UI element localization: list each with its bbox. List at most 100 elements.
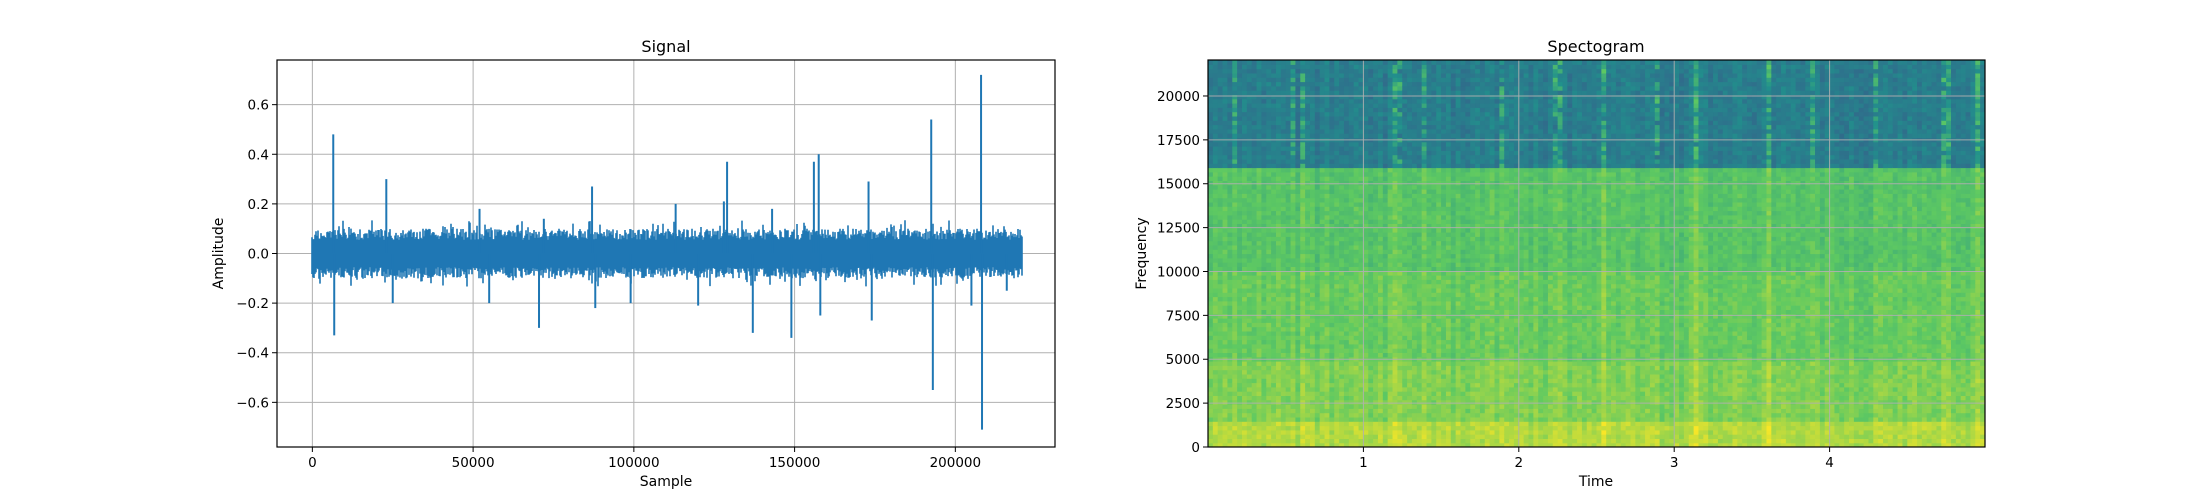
spectrogram-cell bbox=[1252, 374, 1257, 379]
spectrogram-cell bbox=[1339, 142, 1344, 147]
spectrogram-cell bbox=[1242, 241, 1247, 246]
spectrogram-cell bbox=[1344, 172, 1349, 177]
spectrogram-cell bbox=[1266, 90, 1271, 95]
spectrogram-cell bbox=[1388, 176, 1393, 181]
spectrogram-cell bbox=[1436, 288, 1441, 293]
spectrogram-cell bbox=[1431, 404, 1436, 409]
spectrogram-cell bbox=[1281, 90, 1286, 95]
spectrogram-cell bbox=[1320, 185, 1325, 190]
spectrogram-cell bbox=[1344, 189, 1349, 194]
spectrogram-cell bbox=[1344, 292, 1349, 297]
spectrogram-cell bbox=[1451, 365, 1456, 370]
spectrogram-cell bbox=[1218, 305, 1223, 310]
spectrogram-cell bbox=[1266, 103, 1271, 108]
spectrogram-cell bbox=[1266, 129, 1271, 134]
spectrogram-cell bbox=[1305, 103, 1310, 108]
spectrogram-cell bbox=[1383, 305, 1388, 310]
signal-title: Signal bbox=[641, 37, 690, 56]
spectrogram-cell bbox=[1470, 395, 1475, 400]
spectrogram-cell bbox=[1465, 314, 1470, 319]
spectrogram-cell bbox=[1295, 331, 1300, 336]
spectrogram-cell bbox=[1427, 297, 1432, 302]
spectrogram-cell bbox=[1276, 228, 1281, 233]
spectrogram-cell bbox=[1213, 133, 1218, 138]
spectrogram-cell bbox=[1261, 305, 1266, 310]
spectrogram-cell bbox=[1271, 361, 1276, 366]
spectrogram-cell bbox=[1232, 275, 1237, 280]
spectrogram-cell bbox=[1242, 365, 1247, 370]
spectrogram-cell bbox=[1315, 82, 1320, 87]
spectrogram-cell bbox=[1422, 292, 1427, 297]
spectrogram-cell bbox=[1223, 344, 1228, 349]
spectrogram-cell bbox=[1373, 159, 1378, 164]
spectrogram-cell bbox=[1266, 202, 1271, 207]
spectrogram-cell bbox=[1300, 245, 1305, 250]
spectrogram-cell bbox=[1281, 241, 1286, 246]
spectrogram-cell bbox=[1213, 202, 1218, 207]
spectrogram-cell bbox=[1344, 417, 1349, 422]
spectrogram-cell bbox=[1402, 193, 1407, 198]
spectrogram-cell bbox=[1422, 421, 1427, 426]
spectrogram-cell bbox=[1354, 198, 1359, 203]
spectrogram-cell bbox=[1208, 279, 1213, 284]
spectrogram-cell bbox=[1223, 322, 1228, 327]
spectrogram-cell bbox=[1441, 378, 1446, 383]
spectrogram-cell bbox=[1451, 189, 1456, 194]
spectrogram-cell bbox=[1310, 99, 1315, 104]
spectrogram-cell bbox=[1271, 82, 1276, 87]
spectrogram-cell bbox=[1417, 215, 1422, 220]
spectrogram-cell bbox=[1266, 193, 1271, 198]
spectrogram-cell bbox=[1208, 327, 1213, 332]
spectrogram-cell bbox=[1266, 120, 1271, 125]
spectrogram-cell bbox=[1237, 180, 1242, 185]
spectrogram-cell bbox=[1383, 417, 1388, 422]
spectrogram-cell bbox=[1427, 434, 1432, 439]
spectrogram-cell bbox=[1378, 262, 1383, 267]
spectrogram-cell bbox=[1373, 378, 1378, 383]
spectrogram-cell bbox=[1266, 60, 1271, 65]
spectrogram-cell bbox=[1295, 430, 1300, 435]
spectrogram-cell bbox=[1446, 348, 1451, 353]
spectrogram-cell bbox=[1300, 176, 1305, 181]
spectrogram-cell bbox=[1427, 344, 1432, 349]
spectrogram-cell bbox=[1451, 64, 1456, 69]
spectrogram-cell bbox=[1441, 120, 1446, 125]
spectrogram-cell bbox=[1286, 163, 1291, 168]
spectrogram-cell bbox=[1465, 421, 1470, 426]
spectrogram-cell bbox=[1349, 60, 1354, 65]
spectrogram-cell bbox=[1388, 314, 1393, 319]
spectrogram-cell bbox=[1276, 395, 1281, 400]
spectrogram-cell bbox=[1286, 344, 1291, 349]
spectrogram-cell bbox=[1383, 408, 1388, 413]
spectrogram-cell bbox=[1276, 90, 1281, 95]
spectrogram-cell bbox=[1422, 314, 1427, 319]
spectrogram-cell bbox=[1329, 168, 1334, 173]
spectrogram-cell bbox=[1417, 288, 1422, 293]
spectrogram-cell bbox=[1257, 378, 1262, 383]
spectrogram-cell bbox=[1412, 60, 1417, 65]
spectrogram-cell bbox=[1286, 374, 1291, 379]
spectrogram-cell bbox=[1257, 90, 1262, 95]
spectrogram-cell bbox=[1412, 297, 1417, 302]
spectrogram-cell bbox=[1208, 155, 1213, 160]
spectrogram-cell bbox=[1242, 408, 1247, 413]
spectrogram-cell bbox=[1237, 344, 1242, 349]
spectrogram-cell bbox=[1412, 219, 1417, 224]
spectrogram-cell bbox=[1397, 288, 1402, 293]
spectrogram-cell bbox=[1227, 215, 1232, 220]
spectrogram-cell bbox=[1363, 421, 1368, 426]
spectrogram-cell bbox=[1393, 297, 1398, 302]
spectrogram-cell bbox=[1295, 163, 1300, 168]
spectrogram-cell bbox=[1446, 206, 1451, 211]
spectrogram-cell bbox=[1349, 301, 1354, 306]
spectrogram-cell bbox=[1431, 275, 1436, 280]
spectrogram-cell bbox=[1383, 279, 1388, 284]
spectrogram-cell bbox=[1383, 168, 1388, 173]
spectrogram-cell bbox=[1441, 146, 1446, 151]
spectrogram-cell bbox=[1427, 266, 1432, 271]
spectrogram-cell bbox=[1334, 344, 1339, 349]
spectrogram-cell bbox=[1286, 322, 1291, 327]
spectrogram-cell bbox=[1422, 318, 1427, 323]
spectrogram-cell bbox=[1456, 206, 1461, 211]
spectrogram-cell bbox=[1325, 133, 1330, 138]
